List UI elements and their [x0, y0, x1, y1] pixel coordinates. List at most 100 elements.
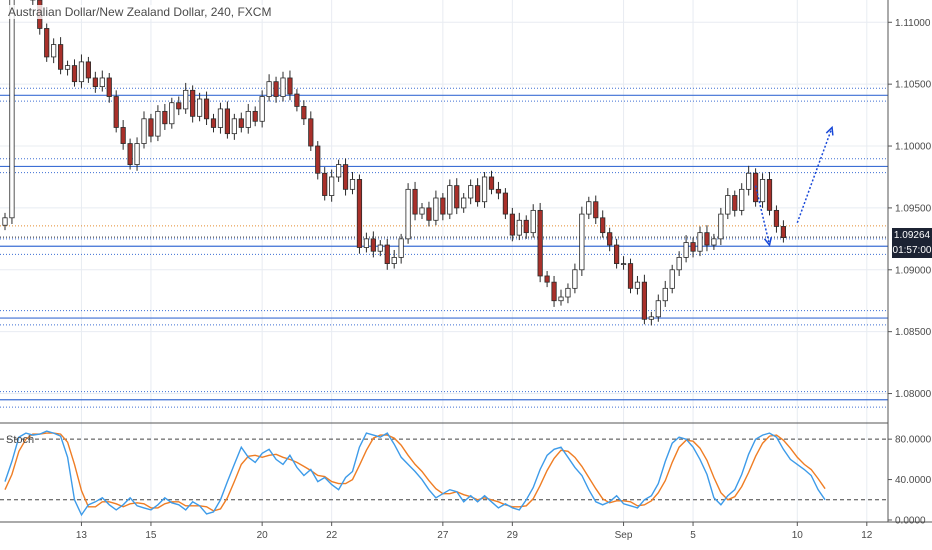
- candle-body: [2, 217, 8, 226]
- candle-body: [99, 77, 105, 88]
- price-tick-label: 1.09000: [895, 265, 932, 276]
- candle-body: [127, 143, 133, 165]
- candle-body: [676, 257, 682, 271]
- price-tick-label: 1.10500: [895, 80, 932, 91]
- candle-body: [238, 118, 244, 128]
- candle-body: [509, 213, 515, 236]
- candle-body: [641, 281, 648, 320]
- candle-body: [176, 102, 182, 110]
- candle-body: [384, 244, 390, 264]
- stoch-tick-label: 80.0000: [895, 435, 932, 446]
- candle-body: [224, 108, 230, 135]
- candle-body: [773, 209, 780, 227]
- candle-body: [502, 192, 509, 215]
- candle-body: [85, 61, 91, 79]
- candle-body: [217, 108, 224, 128]
- candle-body: [335, 164, 342, 178]
- candle-body: [405, 188, 411, 240]
- candle-body: [266, 81, 272, 97]
- candle-body: [704, 232, 710, 246]
- candle-body: [120, 127, 126, 144]
- candle-body: [210, 118, 217, 128]
- time-tick-label: 20: [257, 530, 269, 541]
- time-tick-label: Sep: [615, 530, 633, 541]
- chart-title: Australian Dollar/New Zealand Dollar, 24…: [6, 5, 274, 19]
- price-tick-label: 1.08500: [895, 327, 932, 338]
- candle-body: [190, 89, 196, 117]
- candle-body: [398, 238, 404, 258]
- candle-body: [551, 281, 557, 302]
- candle-body: [64, 65, 71, 70]
- candle-body: [391, 257, 397, 264]
- candle-body: [287, 77, 293, 95]
- candle-body: [419, 207, 425, 215]
- candle-body: [447, 185, 453, 215]
- candle-body: [155, 110, 161, 137]
- candle-body: [245, 110, 251, 128]
- candle-body: [766, 179, 773, 211]
- last-price-tag: 1.09264: [892, 228, 932, 243]
- candle-body: [92, 77, 98, 88]
- candle-body: [739, 188, 745, 211]
- price-tick-label: 1.09500: [895, 203, 932, 214]
- time-tick-label: 22: [326, 530, 338, 541]
- candle-body: [746, 172, 752, 190]
- candle-body: [669, 269, 675, 289]
- candle-body: [586, 201, 592, 215]
- candle-body: [356, 179, 363, 248]
- stoch-tick-label: 0.0000: [895, 515, 926, 526]
- candle-body: [412, 188, 418, 215]
- candle-body: [655, 300, 661, 318]
- countdown-tag: 01:57:00: [892, 243, 932, 258]
- candle-body: [565, 287, 571, 298]
- candle-body: [544, 275, 550, 283]
- candle-body: [113, 96, 119, 128]
- candle-body: [71, 65, 78, 83]
- candle-body: [579, 213, 585, 271]
- candle-body: [134, 143, 140, 165]
- candle-body: [308, 118, 314, 147]
- time-tick-label: 13: [76, 530, 88, 541]
- candle-body: [363, 238, 370, 248]
- candle-body: [474, 185, 481, 203]
- candle-body: [593, 201, 599, 219]
- annotation-arrow-line: [796, 127, 833, 224]
- candle-body: [530, 209, 536, 234]
- candle-body: [523, 219, 529, 234]
- candle-body: [106, 77, 112, 97]
- candle-body: [461, 197, 467, 209]
- candle-body: [322, 172, 328, 196]
- stoch-k-line: [4, 430, 826, 517]
- candle-body: [9, 0, 15, 219]
- candle-body: [252, 110, 258, 122]
- candle-body: [259, 96, 265, 122]
- candle-body: [203, 98, 210, 120]
- price-tick-label: 1.11000: [895, 18, 931, 29]
- candle-body: [648, 316, 654, 320]
- candle-body: [725, 195, 731, 215]
- candle-body: [468, 185, 474, 199]
- candle-body: [683, 242, 689, 258]
- candle-body: [44, 28, 50, 58]
- candle-body: [148, 118, 154, 137]
- candle-body: [495, 188, 502, 194]
- candle-body: [78, 61, 85, 83]
- candle-body: [516, 219, 522, 236]
- candle-body: [162, 110, 168, 125]
- stoch-d-line: [4, 432, 826, 512]
- candle-body: [349, 179, 356, 190]
- candle-body: [183, 89, 189, 110]
- time-tick-label: 15: [145, 530, 157, 541]
- time-tick-label: 27: [437, 530, 449, 541]
- candle-body: [329, 176, 335, 196]
- stoch-label: Stoch: [6, 434, 35, 446]
- candle-body: [58, 44, 64, 70]
- candle-body: [426, 207, 432, 221]
- candle-body: [620, 263, 627, 265]
- candle-body: [780, 226, 787, 239]
- candle-body: [273, 81, 279, 97]
- time-tick-label: 5: [690, 530, 696, 541]
- candle-body: [614, 244, 620, 264]
